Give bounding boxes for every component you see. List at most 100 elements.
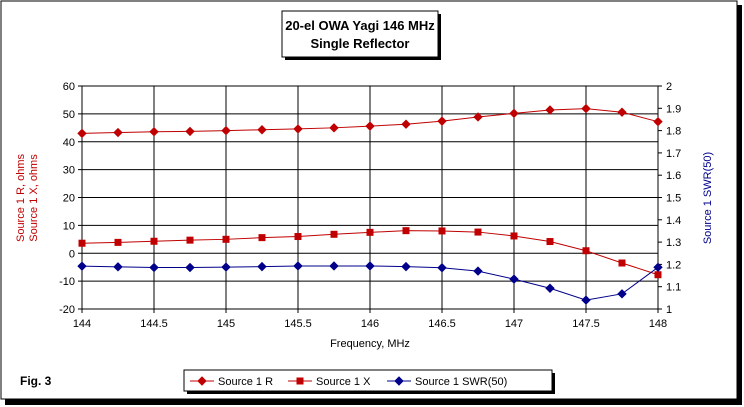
x-tick-label: 147.5 xyxy=(572,318,600,330)
y-right-tick-label: 1 xyxy=(666,304,672,316)
data-point xyxy=(546,238,554,246)
data-point xyxy=(77,261,87,271)
y-left-tick-label: 10 xyxy=(63,220,75,232)
data-point xyxy=(113,127,123,138)
data-point xyxy=(438,227,446,235)
series-0 xyxy=(77,103,663,139)
data-point xyxy=(581,295,591,305)
data-point xyxy=(294,233,302,241)
data-point xyxy=(473,266,483,276)
legend-item: Source 1 SWR(50) xyxy=(387,376,507,388)
figure-label: Fig. 3 xyxy=(20,374,52,388)
x-tick-label: 144.5 xyxy=(140,318,168,330)
x-tick-label: 146.5 xyxy=(428,318,456,330)
data-point xyxy=(257,125,267,135)
data-point xyxy=(113,262,123,272)
data-point xyxy=(186,236,194,244)
y-left-tick-label: 0 xyxy=(69,248,75,260)
y-right-tick-label: 1.1 xyxy=(666,282,681,294)
x-axis-label: Frequency, MHz xyxy=(330,338,410,350)
data-point xyxy=(293,261,303,271)
chart-subtitle: Single Reflector xyxy=(311,36,410,51)
data-point xyxy=(329,261,339,271)
data-point xyxy=(185,126,195,137)
data-point xyxy=(653,262,663,273)
data-point xyxy=(545,283,555,293)
axis-ticks: 144 144.5 145 145.5 146 146.5 147 147.5 148 60 50 4… xyxy=(59,81,681,330)
data-point xyxy=(366,228,374,236)
x-tick-label: 145 xyxy=(217,318,235,330)
data-point xyxy=(258,234,266,242)
x-tick-label: 145.5 xyxy=(284,318,312,330)
legend: Source 1 R Source 1 X Source 1 SWR(50) xyxy=(190,376,507,388)
legend-label: Source 1 R xyxy=(218,376,273,388)
y-left-tick-label: 30 xyxy=(63,165,75,177)
data-point xyxy=(365,121,375,131)
data-point xyxy=(437,116,447,126)
data-point xyxy=(330,230,338,238)
data-point xyxy=(257,261,267,272)
y-right-tick-label: 1.6 xyxy=(666,170,681,182)
data-point xyxy=(402,227,410,235)
legend-item: Source 1 X xyxy=(288,376,371,388)
data-point xyxy=(221,125,231,136)
legend-label: Source 1 SWR(50) xyxy=(415,376,507,388)
title-box xyxy=(281,10,439,58)
series-1 xyxy=(78,227,662,279)
data-point xyxy=(293,124,303,134)
x-tick-label: 147 xyxy=(505,318,523,330)
data-point xyxy=(114,238,122,246)
y-left-tick-label: 60 xyxy=(63,81,75,93)
data-point xyxy=(221,262,231,272)
y-left-tick-label: 40 xyxy=(63,137,75,149)
data-point xyxy=(617,289,627,299)
data-point xyxy=(185,262,195,273)
data-point xyxy=(474,228,482,236)
data-point xyxy=(365,261,375,271)
data-point xyxy=(78,239,86,247)
legend-label: Source 1 X xyxy=(316,376,371,388)
legend-box xyxy=(183,369,553,392)
y-right-tick-label: 2 xyxy=(666,81,672,93)
data-point xyxy=(581,103,591,114)
data-point xyxy=(618,259,626,267)
series-2 xyxy=(77,261,663,305)
data-point xyxy=(654,271,662,279)
x-tick-label: 148 xyxy=(649,318,667,330)
legend-marker xyxy=(197,376,207,386)
data-point xyxy=(149,127,159,137)
y-right-tick-label: 1.4 xyxy=(666,215,681,227)
y-axis-left-label-2: Source 1 X, ohms xyxy=(28,154,40,242)
series-layer xyxy=(77,103,663,305)
data-point xyxy=(509,274,519,284)
y-right-tick-label: 1.5 xyxy=(666,193,681,205)
legend-item: Source 1 R xyxy=(190,376,273,388)
x-tick-label: 144 xyxy=(73,318,91,330)
data-point xyxy=(617,107,627,117)
data-point xyxy=(653,116,663,127)
data-point xyxy=(545,105,555,115)
chart-title: 20-el OWA Yagi 146 MHz xyxy=(285,18,435,33)
legend-marker xyxy=(296,377,304,385)
data-point xyxy=(510,232,518,240)
data-point xyxy=(473,112,483,122)
data-point xyxy=(149,262,159,273)
y-right-tick-label: 1.9 xyxy=(666,103,681,115)
y-axis-right-label: Source 1 SWR(50) xyxy=(702,152,714,244)
data-point xyxy=(509,108,519,119)
y-right-tick-label: 1.2 xyxy=(666,259,681,271)
y-right-tick-label: 1.3 xyxy=(666,237,681,249)
y-left-tick-label: -10 xyxy=(59,276,75,288)
data-point xyxy=(401,261,411,272)
y-right-tick-label: 1.7 xyxy=(666,148,681,160)
y-right-tick-label: 1.8 xyxy=(666,126,681,138)
y-left-tick-label: 20 xyxy=(63,193,75,205)
y-axis-left-label-1: Source 1 R, ohms xyxy=(15,153,27,242)
data-point xyxy=(222,235,230,243)
data-point xyxy=(437,263,447,273)
data-point xyxy=(582,247,590,255)
x-tick-label: 146 xyxy=(361,318,379,330)
y-left-tick-label: 50 xyxy=(63,109,75,121)
